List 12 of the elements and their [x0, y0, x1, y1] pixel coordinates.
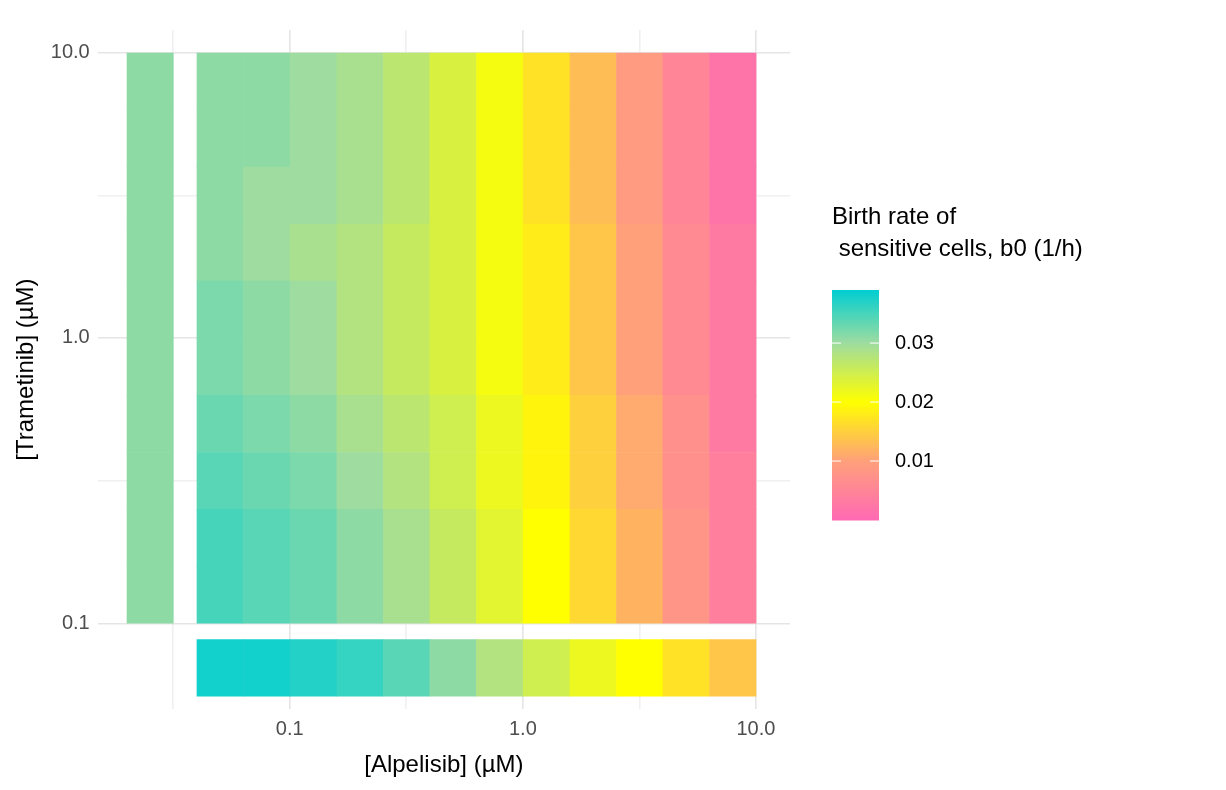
y-tick-label: 0.1	[61, 610, 90, 633]
y-tick-label: 10.0	[50, 40, 90, 63]
color-bar-title: Birth rate of sensitive cells, b0 (1/h)	[832, 202, 1083, 261]
x-tick-label: 0.1	[275, 716, 304, 739]
y-axis-title: [Trametinib] (µM)	[11, 278, 39, 461]
color-bar-label: 0.01	[895, 448, 934, 471]
x-tick-label: 10.0	[736, 716, 776, 739]
color-bar-label: 0.03	[895, 330, 934, 353]
y-tick-label: 1.0	[61, 325, 90, 348]
color-bar-label: 0.02	[895, 389, 934, 412]
x-tick-label: 1.0	[508, 716, 537, 739]
x-axis-title: [Alpelisib] (µM)	[364, 750, 524, 778]
